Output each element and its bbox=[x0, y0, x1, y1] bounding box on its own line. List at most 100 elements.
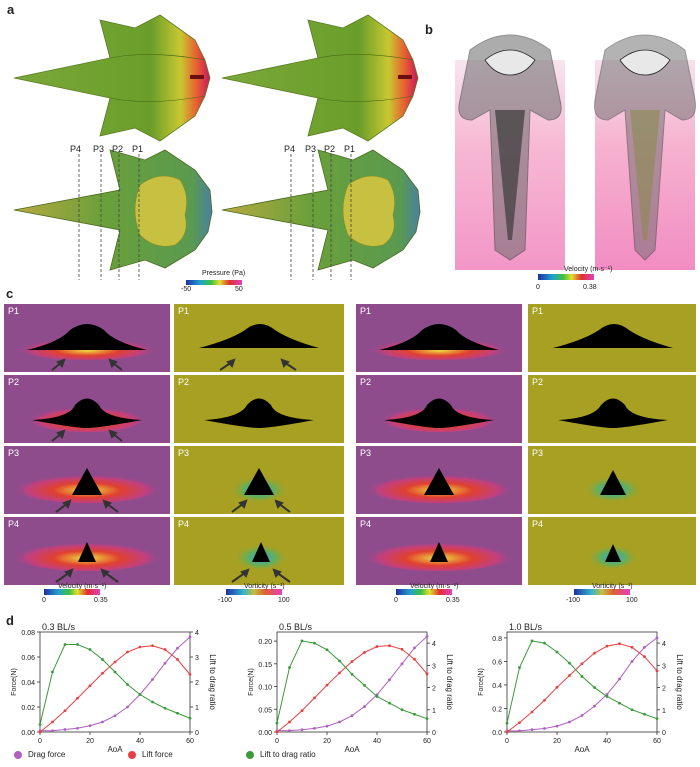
data-point bbox=[288, 666, 291, 669]
section-label-p2-left: P2 bbox=[112, 144, 124, 154]
data-point bbox=[113, 714, 117, 718]
pressure-colorbar-title: Pressure (Pa) bbox=[202, 270, 246, 277]
y-tick-label: 0.6 bbox=[492, 659, 502, 666]
data-point bbox=[530, 639, 534, 643]
data-point bbox=[593, 704, 596, 708]
data-point bbox=[188, 716, 192, 720]
data-point bbox=[51, 729, 54, 733]
data-point bbox=[51, 720, 54, 724]
vorticity-colorbar-c-left-min: -100 bbox=[218, 597, 233, 604]
row-label-p2-c2: P2 bbox=[178, 377, 190, 387]
data-point bbox=[113, 660, 117, 664]
data-point bbox=[176, 711, 179, 715]
streamline-model-left bbox=[455, 34, 565, 270]
row-label-p3-c4: P3 bbox=[532, 448, 544, 458]
x-tick-label: 0 bbox=[275, 738, 279, 745]
y2-tick-label: 4 bbox=[195, 630, 199, 637]
vorticity-colorbar-c-right-min: -100 bbox=[566, 597, 581, 604]
legend-drag-label: Drag force bbox=[28, 750, 66, 759]
data-point bbox=[518, 729, 521, 733]
velocity-colorbar-c-right-min: 0 bbox=[394, 597, 398, 604]
data-point bbox=[363, 683, 366, 687]
y-axis-label: Force(N) bbox=[11, 668, 18, 696]
row-label-p2-c1: P2 bbox=[8, 377, 20, 387]
y-tick-label: 0.4 bbox=[492, 683, 502, 690]
data-point bbox=[338, 659, 341, 663]
panel-label-d: d bbox=[6, 613, 14, 628]
data-point bbox=[151, 678, 154, 681]
y-tick-label: 0.15 bbox=[258, 662, 272, 669]
data-point bbox=[325, 724, 329, 728]
data-point bbox=[605, 695, 609, 698]
data-point bbox=[76, 696, 79, 700]
data-point bbox=[88, 648, 92, 651]
data-point bbox=[300, 709, 304, 713]
model-dorsal-left bbox=[13, 14, 211, 142]
data-point bbox=[101, 671, 104, 675]
panel-label-a: a bbox=[7, 2, 15, 17]
y2-tick-label: 0 bbox=[195, 730, 199, 737]
data-point bbox=[413, 712, 416, 716]
velocity-colorbar-c-left bbox=[44, 589, 100, 595]
y-axis-label: Force(N) bbox=[248, 668, 255, 696]
data-point bbox=[325, 648, 329, 652]
y2-tick-label: 0 bbox=[662, 730, 666, 737]
y2-tick-label: 3 bbox=[662, 663, 666, 670]
data-point bbox=[38, 730, 42, 734]
data-point bbox=[101, 658, 104, 661]
velocity-colorbar-c-right-title: Velocity (m·s⁻¹) bbox=[410, 583, 459, 590]
y2-tick-label: 2 bbox=[432, 686, 436, 693]
x-tick-label: 60 bbox=[186, 738, 194, 745]
row-label-p1-c3: P1 bbox=[360, 306, 372, 316]
data-point bbox=[543, 641, 546, 645]
x-axis-label: AoA bbox=[107, 745, 123, 754]
velocity-colorbar-c-left-title: Velocity (m·s⁻¹) bbox=[58, 583, 107, 590]
data-point bbox=[580, 714, 584, 717]
x-tick-label: 20 bbox=[323, 738, 331, 745]
data-point bbox=[338, 671, 341, 675]
streamline-model-right bbox=[594, 34, 696, 270]
data-point bbox=[618, 701, 621, 705]
data-point bbox=[350, 672, 354, 676]
x-axis-label: AoA bbox=[344, 745, 360, 754]
data-point bbox=[126, 705, 129, 709]
legend-ratio-label: Lift to drag ratio bbox=[260, 750, 316, 759]
velocity-colorbar-b-min: 0 bbox=[536, 284, 540, 291]
data-point bbox=[300, 639, 304, 643]
data-point bbox=[101, 720, 104, 724]
y-tick-label: 0.08 bbox=[21, 630, 35, 637]
data-point bbox=[505, 730, 509, 734]
vorticity-colorbar-c-right-max: 100 bbox=[626, 597, 638, 604]
row-label-p1-c4: P1 bbox=[532, 306, 544, 316]
data-point bbox=[413, 657, 416, 661]
data-point bbox=[580, 675, 584, 678]
data-point bbox=[350, 660, 354, 663]
data-point bbox=[88, 684, 92, 688]
panel-label-b: b bbox=[425, 22, 433, 37]
data-point bbox=[126, 650, 129, 654]
y2-tick-label: 2 bbox=[662, 686, 666, 693]
data-point bbox=[300, 728, 304, 732]
data-point bbox=[363, 651, 366, 654]
section-label-p3-left: P3 bbox=[93, 144, 105, 154]
data-point bbox=[655, 669, 659, 673]
data-point bbox=[63, 709, 67, 713]
data-point bbox=[518, 666, 521, 669]
data-point bbox=[188, 635, 192, 639]
data-point bbox=[63, 728, 67, 731]
velocity-colorbar-c-left-min: 0 bbox=[42, 597, 46, 604]
panel-b-figure bbox=[455, 34, 696, 280]
y2-tick-label: 2 bbox=[195, 680, 199, 687]
model-ventral-right bbox=[221, 149, 421, 271]
section-label-p2-right: P2 bbox=[324, 144, 336, 154]
data-point bbox=[505, 721, 509, 725]
x-tick-label: 40 bbox=[603, 738, 611, 745]
data-point bbox=[605, 692, 609, 696]
row-label-p2-c4: P2 bbox=[532, 377, 544, 387]
data-point bbox=[275, 730, 279, 734]
data-point bbox=[425, 635, 429, 638]
panel-label-c: c bbox=[6, 286, 14, 301]
vorticity-colorbar-c-right-title: Vorticity (s⁻¹) bbox=[592, 583, 633, 590]
data-point bbox=[413, 646, 416, 650]
